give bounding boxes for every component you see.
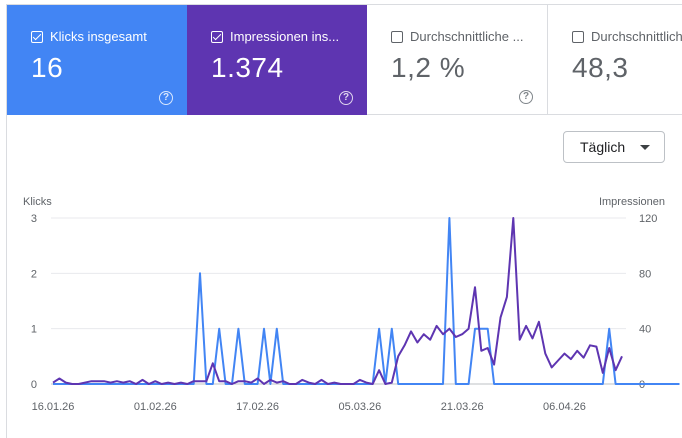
metric-label: Durchschnittlich [591, 29, 682, 44]
right-tick-label: 120 [639, 213, 657, 225]
metric-header: Impressionen ins... [211, 29, 367, 44]
series-line-klicks [53, 217, 680, 385]
metric-value: 1,2 % [391, 52, 466, 83]
left-tick-label: 2 [31, 268, 37, 280]
metric-header: Durchschnittliche ... [391, 29, 547, 44]
caret-down-icon [640, 145, 650, 150]
checkbox-checked-icon[interactable] [211, 30, 223, 43]
x-tick-label: 17.02.26 [236, 401, 279, 413]
granularity-dropdown[interactable]: Täglich [563, 131, 665, 163]
right-tick-label: 80 [639, 268, 651, 280]
help-icon[interactable]: ? [339, 91, 353, 105]
metric-value: 48,3 [572, 52, 629, 83]
x-tick-label: 01.02.26 [134, 401, 177, 413]
help-icon[interactable]: ? [159, 91, 173, 105]
dropdown-label: Täglich [580, 139, 626, 155]
series-line-impressionen [52, 217, 623, 385]
x-tick-label: 06.04.26 [543, 401, 586, 413]
right-tick-label: 40 [639, 324, 651, 336]
metric-label: Klicks insgesamt [50, 29, 147, 44]
x-tick-label: 05.03.26 [338, 401, 381, 413]
help-icon[interactable]: ? [519, 90, 533, 104]
right-axis-label: Impressionen [599, 196, 665, 208]
metric-header: Klicks insgesamt [31, 29, 187, 44]
left-tick-label: 3 [31, 213, 37, 225]
left-tick-label: 0 [31, 379, 37, 391]
metric-impressions-tile[interactable]: Impressionen ins... 1.374 ? [187, 5, 367, 115]
performance-card: Klicks insgesamt 16 ? Impressionen ins..… [6, 4, 682, 438]
metric-header: Durchschnittlich [572, 29, 682, 44]
metric-clicks-tile[interactable]: Klicks insgesamt 16 ? [7, 5, 187, 115]
checkbox-unchecked-icon[interactable] [391, 30, 403, 43]
metric-label: Durchschnittliche ... [410, 29, 524, 44]
metric-ctr-tile[interactable]: Durchschnittliche ... 1,2 % ? [367, 5, 547, 115]
metric-label: Impressionen ins... [230, 29, 340, 44]
metric-tiles: Klicks insgesamt 16 ? Impressionen ins..… [7, 5, 682, 115]
x-tick-label: 16.01.26 [32, 401, 75, 413]
metric-value: 16 [31, 52, 64, 83]
left-axis-label: Klicks [23, 196, 52, 208]
checkbox-unchecked-icon[interactable] [572, 30, 584, 43]
left-tick-label: 1 [31, 324, 37, 336]
metric-value: 1.374 [211, 52, 284, 83]
x-tick-label: 21.03.26 [441, 401, 484, 413]
checkbox-checked-icon[interactable] [31, 30, 43, 43]
metric-position-tile[interactable]: Durchschnittlich 48,3 [547, 5, 682, 115]
